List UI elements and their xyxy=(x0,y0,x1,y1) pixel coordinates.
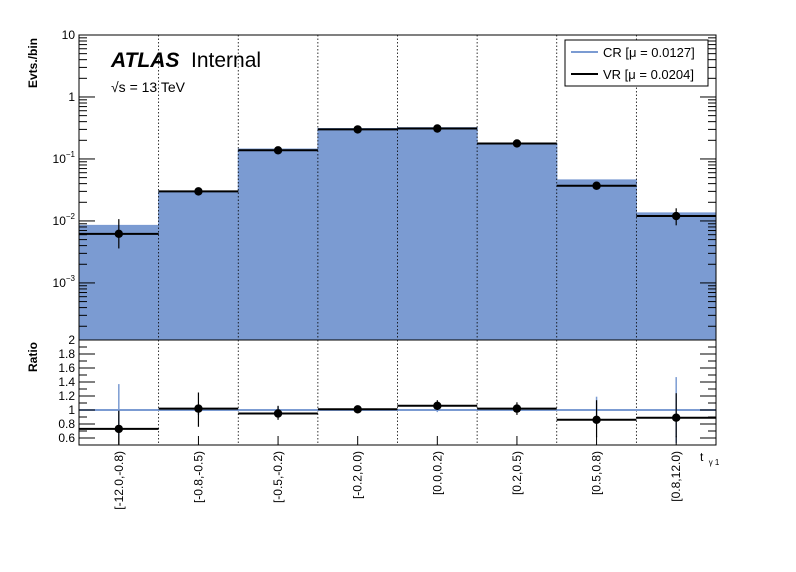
x-tick-label-6: [0.5,0.8) xyxy=(590,451,604,495)
cr-bar-5 xyxy=(477,143,558,340)
ratio-tick-label-1: 0.8 xyxy=(58,417,75,431)
ratio-tick-label-0: 0.6 xyxy=(58,431,75,445)
atlas-label: ATLAS xyxy=(110,49,179,72)
ratio-point-3 xyxy=(353,405,362,414)
ratio-tick-label-5: 1.6 xyxy=(58,361,75,375)
ratio-point-5 xyxy=(512,404,522,413)
cr-bar-2 xyxy=(238,148,319,340)
ratio-tick-label-4: 1.4 xyxy=(58,375,75,389)
x-tick-label-3: [-0.2,0.0) xyxy=(351,451,365,499)
cr-bar-7 xyxy=(636,212,717,340)
ratio-tick-label-6: 1.8 xyxy=(58,347,75,361)
x-axis-label: t γ 1 xyxy=(700,450,720,467)
vr-point-0 xyxy=(114,229,124,239)
ratio-point-2 xyxy=(273,409,283,418)
y-tick-label-0: 10−3 xyxy=(53,274,76,290)
ratio-tick-label-2: 1 xyxy=(68,403,75,417)
cr-bar-4 xyxy=(397,127,478,340)
y-tick-label-3: 1 xyxy=(68,90,75,104)
legend: CR [μ = 0.0127] VR [μ = 0.0204] xyxy=(564,39,709,87)
ratio-point-6 xyxy=(592,415,601,424)
y-tick-label-1: 10−2 xyxy=(53,212,76,228)
energy-label: √s = 13 TeV xyxy=(111,79,186,95)
ratio-point-4 xyxy=(433,401,442,410)
ratio-y-axis-label: Ratio xyxy=(26,342,40,372)
y-tick-label-4: 10 xyxy=(62,28,76,42)
x-tick-label-0: [-12.0,-0.8) xyxy=(112,451,126,510)
x-tick-label-2: [-0.5,-0.2) xyxy=(271,451,285,503)
ratio-tick-label-3: 1.2 xyxy=(58,389,75,403)
ratio-point-7 xyxy=(671,413,681,422)
internal-label: Internal xyxy=(191,49,261,72)
ratio-frame xyxy=(78,339,717,446)
x-tick-label-1: [-0.8,-0.5) xyxy=(191,451,205,503)
legend-label-cr: CR [μ = 0.0127] xyxy=(603,45,695,60)
cr-bar-3 xyxy=(317,128,398,340)
cr-bar-6 xyxy=(556,179,637,340)
vr-point-3 xyxy=(353,125,362,134)
vr-point-2 xyxy=(273,146,283,155)
ratio-point-0 xyxy=(114,424,124,434)
vr-point-5 xyxy=(512,139,522,148)
ratio-point-1 xyxy=(194,404,203,413)
y-tick-label-2: 10−1 xyxy=(53,150,76,166)
legend-label-vr: VR [μ = 0.0204] xyxy=(603,67,694,82)
main-plot: 10−3 10−2 10−1 1 10 xyxy=(53,28,717,341)
ratio-plot: 0.60.811.21.41.61.82 [-12.0,-0.8) [-0.8,-0… xyxy=(58,333,717,510)
x-tick-label-5: [0.2,0.5) xyxy=(510,451,524,495)
x-tick-label-7: [0.8,12.0) xyxy=(669,451,683,502)
ratio-tick-label-7: 2 xyxy=(68,333,75,347)
vr-point-4 xyxy=(433,124,442,133)
vr-point-1 xyxy=(194,187,203,196)
vr-point-7 xyxy=(671,211,681,221)
cr-bar-1 xyxy=(158,191,239,340)
vr-point-6 xyxy=(592,181,601,190)
x-axis-label-subscript: γ 1 xyxy=(709,458,720,467)
y-axis-label: Evts./bin xyxy=(26,38,40,88)
x-tick-label-4: [0.0,0.2) xyxy=(430,451,444,495)
